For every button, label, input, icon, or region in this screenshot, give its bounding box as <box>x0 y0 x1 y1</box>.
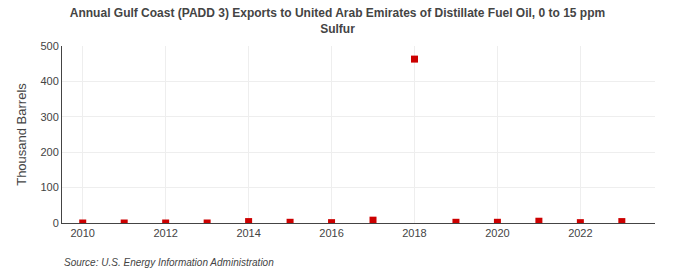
svg-text:400: 400 <box>40 75 58 87</box>
svg-text:500: 500 <box>40 40 58 52</box>
svg-text:2020: 2020 <box>485 227 509 239</box>
svg-text:Annual Gulf Coast (PADD 3) Exp: Annual Gulf Coast (PADD 3) Exports to Un… <box>70 6 605 36</box>
svg-text:0: 0 <box>53 217 59 229</box>
svg-text:2018: 2018 <box>402 227 426 239</box>
svg-text:300: 300 <box>40 111 58 123</box>
svg-text:2016: 2016 <box>319 227 343 239</box>
svg-text:Source: U.S. Energy Informatio: Source: U.S. Energy Information Administ… <box>64 257 274 268</box>
svg-text:2012: 2012 <box>153 227 177 239</box>
svg-text:Thousand Barrels: Thousand Barrels <box>14 83 29 186</box>
svg-text:200: 200 <box>40 146 58 158</box>
svg-text:2010: 2010 <box>70 227 94 239</box>
svg-text:2014: 2014 <box>236 227 260 239</box>
svg-text:2022: 2022 <box>568 227 592 239</box>
svg-text:100: 100 <box>40 181 58 193</box>
